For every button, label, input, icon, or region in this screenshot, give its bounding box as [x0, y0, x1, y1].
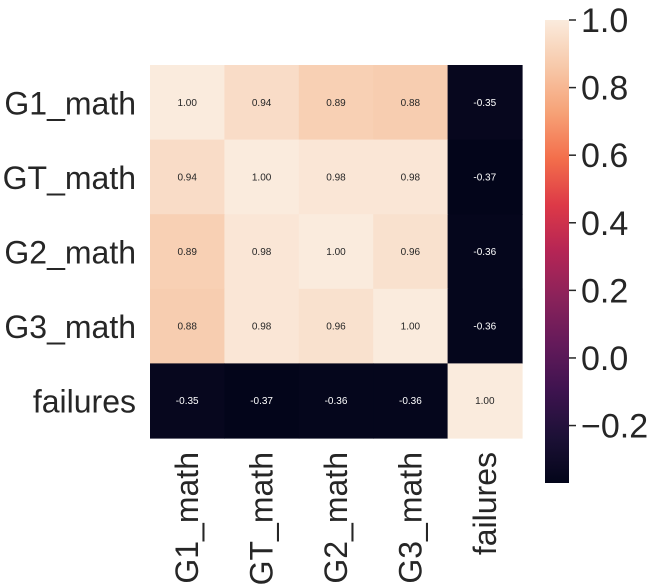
colorbar-tick-label: 0.2 [581, 272, 628, 310]
cell-value-label: 0.94 [252, 98, 272, 109]
heatmap-cell [224, 65, 300, 141]
cell-value-label: -0.37 [473, 172, 496, 183]
heatmap-cell [224, 288, 300, 364]
cell-value-label: -0.35 [176, 396, 199, 407]
heatmap-cell [150, 363, 225, 439]
heatmap-cell [447, 288, 523, 364]
heatmap-cell [447, 139, 523, 215]
cell-value-label: 1.00 [326, 247, 346, 258]
cell-value-label: 0.96 [326, 322, 346, 333]
heatmap-cells [150, 65, 523, 439]
row-tick-labels: G1_math GT_math G2_math G3_math failures [3, 85, 136, 419]
heatmap-cell [298, 363, 374, 439]
colorbar-tick-label: −0.2 [581, 408, 648, 446]
colorbar-tick-label: 0.0 [581, 340, 628, 378]
column-tick-label: G3_math [392, 452, 428, 584]
row-tick-label: G1_math [4, 85, 136, 121]
cell-value-label: 1.00 [475, 396, 495, 407]
heatmap-cell [298, 65, 374, 141]
row-tick-label: failures [33, 384, 136, 420]
colorbar-tick-label: 0.6 [581, 137, 628, 175]
heatmap-cell [224, 139, 300, 215]
heatmap-cell [150, 214, 225, 290]
heatmap-cell [447, 214, 523, 290]
column-tick-label: failures [467, 452, 503, 555]
cell-value-label: 0.98 [252, 322, 272, 333]
heatmap-cell [373, 363, 449, 439]
row-tick-label: GT_math [3, 160, 136, 196]
cell-value-label: -0.36 [325, 396, 348, 407]
heatmap-cell [150, 139, 225, 215]
cell-value-label: 0.98 [252, 247, 272, 258]
heatmap-cell [373, 139, 449, 215]
heatmap-cell [373, 214, 449, 290]
cell-value-label: 0.94 [177, 172, 197, 183]
column-tick-label: G1_math [169, 452, 205, 584]
heatmap-cell [447, 65, 523, 141]
cell-value-label: 0.96 [401, 247, 421, 258]
colorbar-tick-label: 1.0 [581, 2, 628, 40]
cell-value-label: -0.35 [473, 98, 496, 109]
cell-value-label: 0.98 [401, 172, 421, 183]
heatmap-cell [298, 139, 374, 215]
column-tick-labels: G1_math GT_math G2_math G3_math failures [169, 452, 503, 585]
colorbar [545, 20, 569, 483]
cell-value-label: 0.88 [177, 322, 197, 333]
row-tick-label: G2_math [4, 235, 136, 271]
colorbar-ticks: 1.0 0.8 0.6 0.4 0.2 0.0 −0.2 [569, 2, 648, 446]
heatmap-cell [224, 214, 300, 290]
heatmap-cell [298, 288, 374, 364]
colorbar-tick-label: 0.8 [581, 70, 628, 108]
heatmap-cell [150, 65, 225, 141]
row-tick-label: G3_math [4, 309, 136, 345]
column-tick-label: GT_math [244, 452, 280, 585]
heatmap-cell-labels: 1.00 0.94 0.89 0.88 -0.35 0.94 1.00 0.98 0.98 -0.… [176, 98, 497, 407]
cell-value-label: 1.00 [252, 172, 272, 183]
heatmap-cell [373, 65, 449, 141]
cell-value-label: 0.98 [326, 172, 346, 183]
heatmap-cell [298, 214, 374, 290]
cell-value-label: -0.36 [399, 396, 422, 407]
colorbar-tick-label: 0.4 [581, 205, 628, 243]
cell-value-label: 0.88 [401, 98, 421, 109]
cell-value-label: 0.89 [177, 247, 197, 258]
heatmap-cell [224, 363, 300, 439]
cell-value-label: 1.00 [401, 322, 421, 333]
cell-value-label: -0.37 [250, 396, 273, 407]
heatmap-cell [447, 363, 523, 439]
cell-value-label: 0.89 [326, 98, 346, 109]
heatmap-cell [373, 288, 449, 364]
cell-value-label: 1.00 [177, 98, 197, 109]
cell-value-label: -0.36 [473, 247, 496, 258]
cell-value-label: -0.36 [473, 322, 496, 333]
heatmap-cell [150, 288, 225, 364]
column-tick-label: G2_math [318, 452, 354, 584]
